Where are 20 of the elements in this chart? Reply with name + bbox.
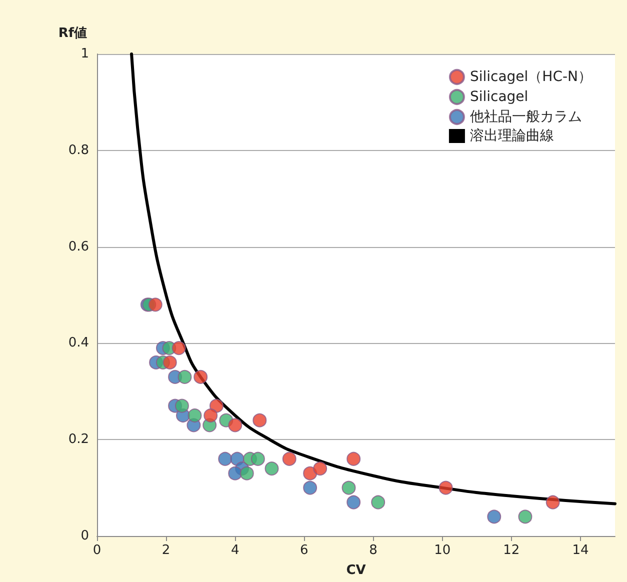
x-tick-label: 12 bbox=[503, 543, 520, 558]
legend-label: 溶出理論曲線 bbox=[470, 128, 554, 144]
y-tick-label: 0.8 bbox=[68, 142, 89, 158]
x-tick-label: 10 bbox=[434, 543, 451, 558]
y-tick-label: 0 bbox=[80, 528, 89, 544]
y-axis-title: Rf値 bbox=[58, 26, 87, 41]
x-tick-label: 2 bbox=[162, 543, 170, 558]
y-tick-label: 0.4 bbox=[68, 336, 89, 351]
legend-label: Silicagel（HC-N） bbox=[470, 69, 592, 85]
legend-label: 他社品一般カラム bbox=[470, 109, 582, 125]
y-tick-label: 0.2 bbox=[68, 432, 89, 448]
x-tick-label: 6 bbox=[300, 543, 308, 558]
legend-label: Silicagel bbox=[470, 89, 528, 105]
x-tick-label: 8 bbox=[369, 543, 378, 558]
x-tick-label: 4 bbox=[230, 543, 240, 558]
x-tick-label: 14 bbox=[572, 543, 589, 558]
y-tick-label: 0.6 bbox=[68, 239, 89, 254]
y-tick-label: 1 bbox=[80, 46, 89, 62]
x-axis-title: CV bbox=[346, 563, 366, 578]
x-tick-label: 0 bbox=[92, 543, 102, 558]
